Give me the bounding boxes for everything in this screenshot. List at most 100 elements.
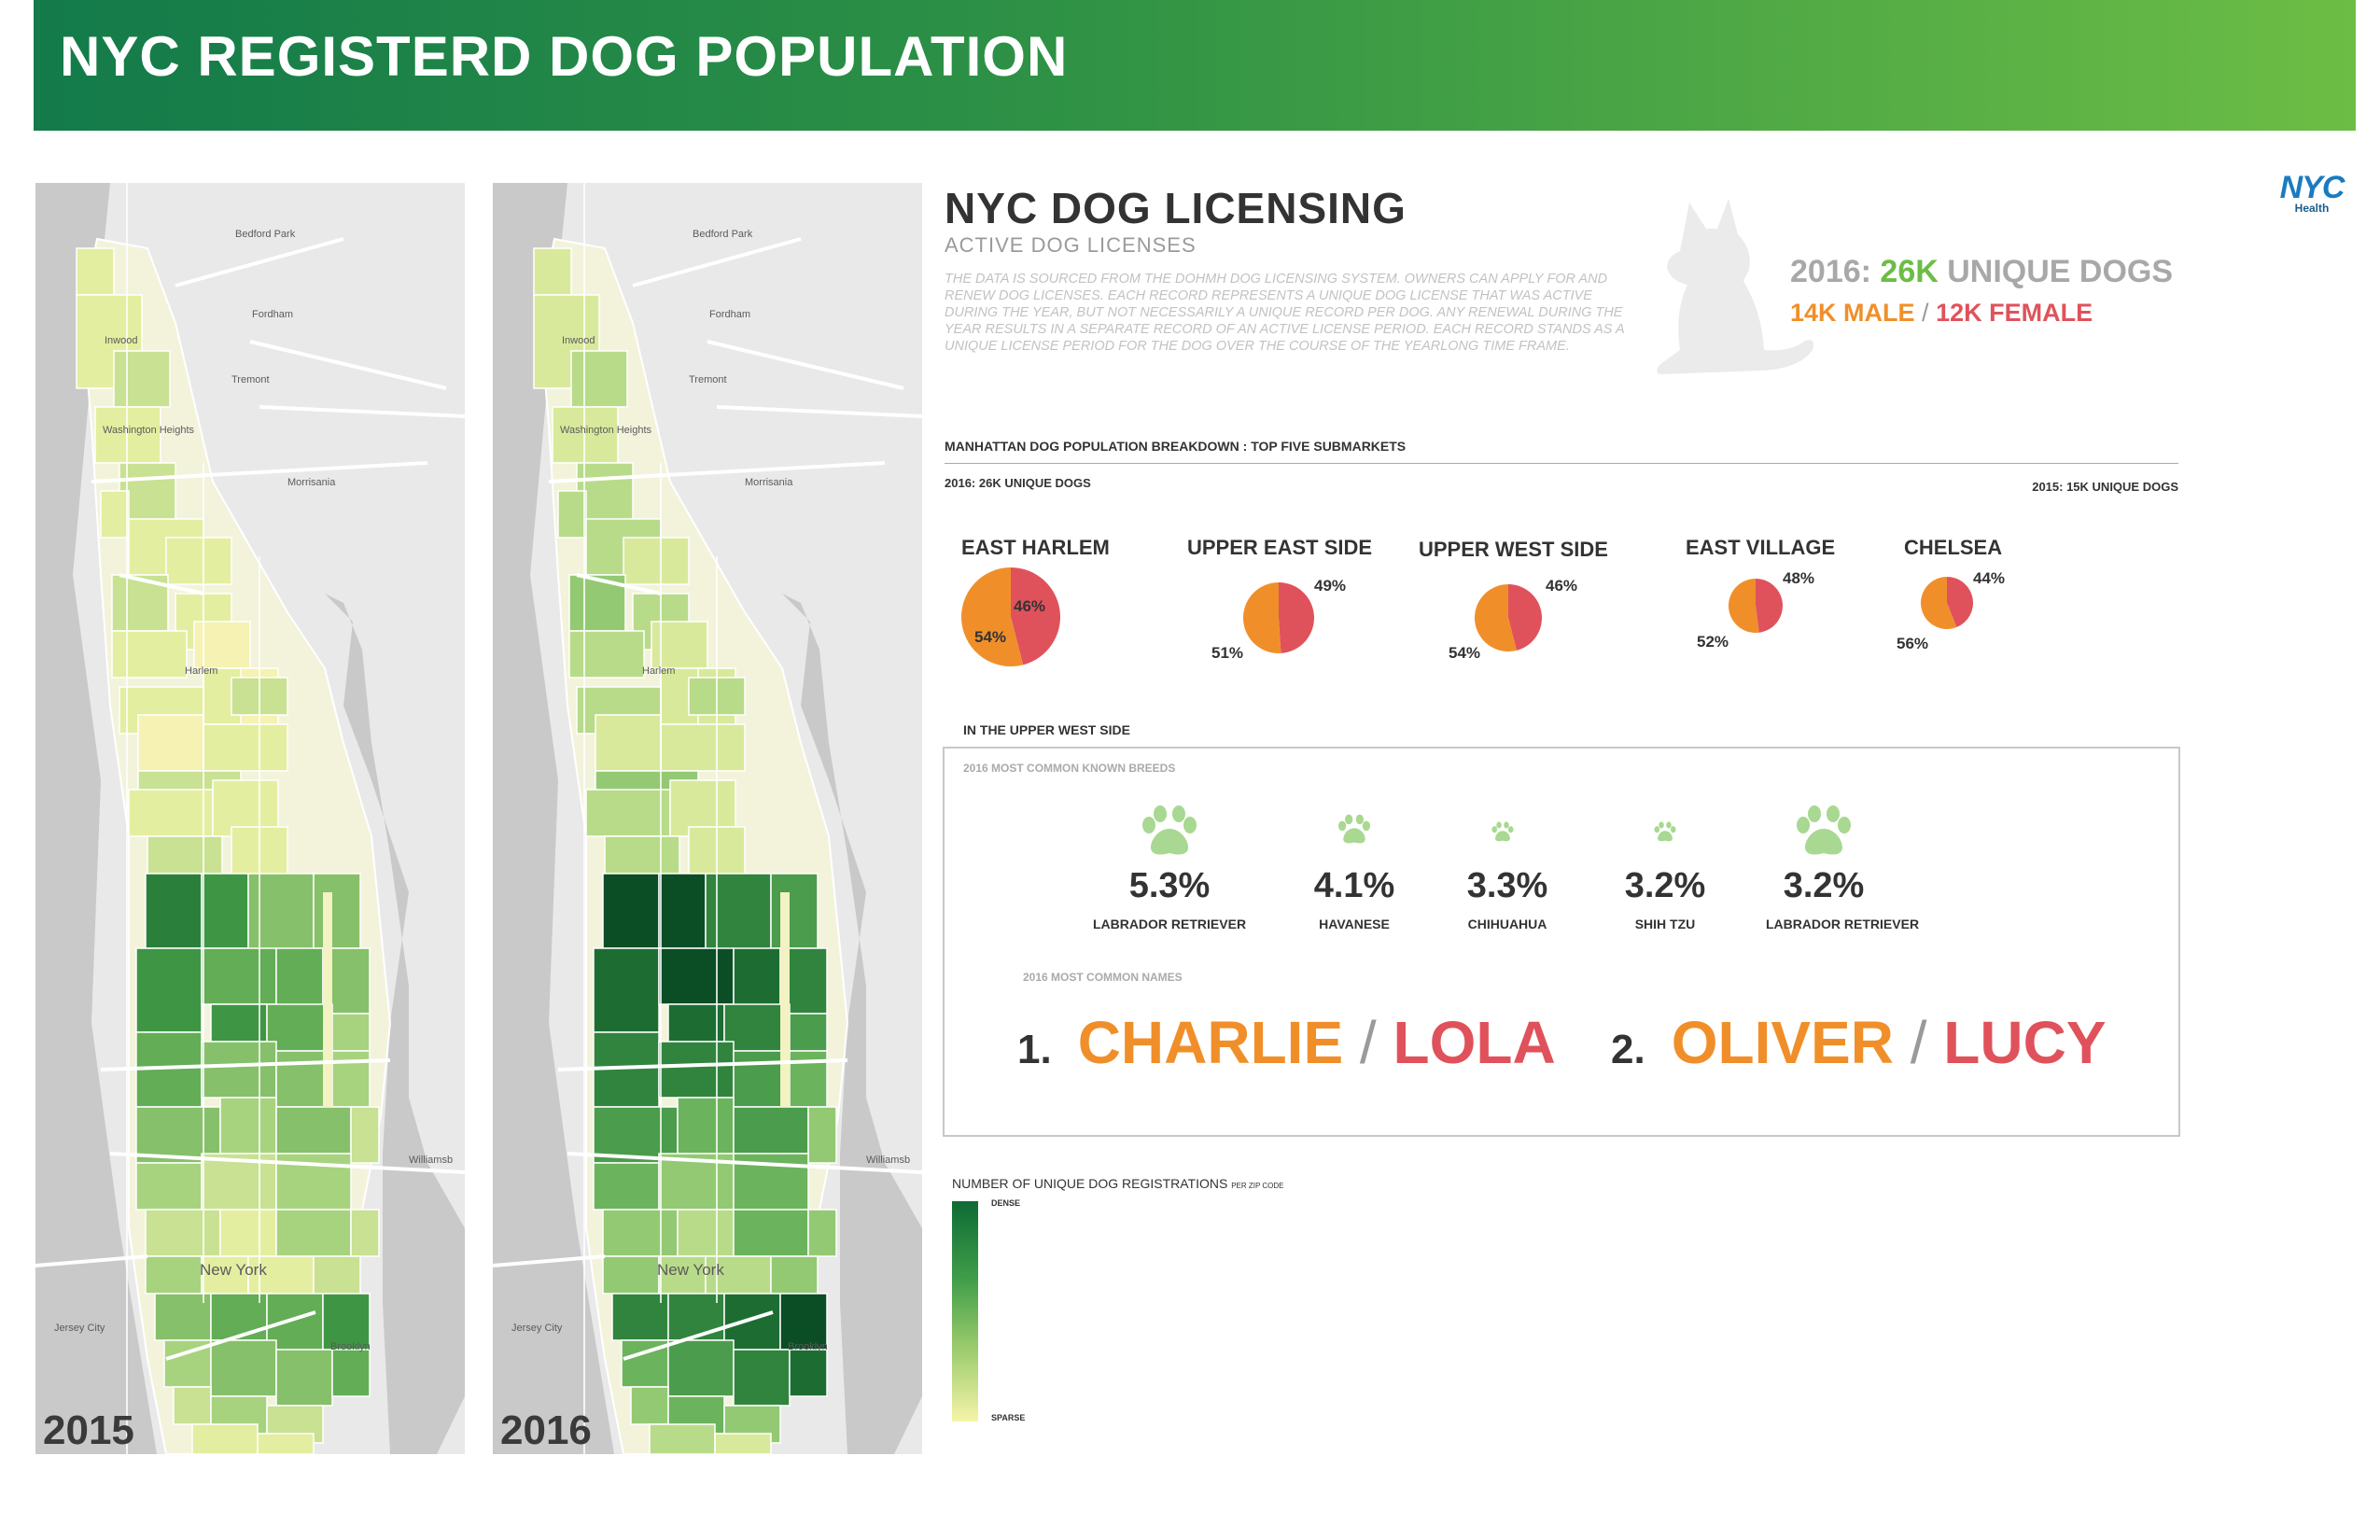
pie-title: UPPER EAST SIDE <box>1187 536 1373 559</box>
breed-name: CHIHUAHUA <box>1467 917 1547 931</box>
paw-toe <box>1838 817 1851 833</box>
road <box>259 405 465 418</box>
breed-percentage: 3.3% <box>1466 866 1548 905</box>
road <box>576 573 662 595</box>
paw-toe <box>1504 821 1509 829</box>
zip-zone <box>191 1423 259 1454</box>
pie-title: EAST VILLAGE <box>1686 536 1836 559</box>
map-place-label: Williamsb <box>866 1155 910 1166</box>
licensing-description: THE DATA IS SOURCED FROM THE DOHMH DOG L… <box>945 272 1625 354</box>
stat-count: 26K <box>1880 254 1939 289</box>
roosevelt-island <box>323 892 332 1107</box>
zip-zone <box>275 1349 333 1407</box>
pie-slice-female <box>1011 567 1060 665</box>
road <box>119 573 204 595</box>
pie-east-village <box>1729 579 1783 633</box>
unique-dogs-stat: 2016: 26K UNIQUE DOGS <box>1790 254 2173 290</box>
paw-pad <box>1343 828 1365 844</box>
pie-male-label: 54% <box>1449 644 1481 662</box>
zip-zone <box>667 1339 735 1397</box>
paw-toe <box>1507 826 1514 833</box>
zip-zone <box>100 490 130 539</box>
legend-title: NUMBER OF UNIQUE DOG REGISTRATIONS PER Z… <box>952 1176 1284 1191</box>
map-place-label: Williamsb <box>409 1155 453 1166</box>
pie-male-label: 56% <box>1897 635 1929 652</box>
paw-toe <box>1654 826 1660 833</box>
pie-title: UPPER WEST SIDE <box>1419 538 1608 561</box>
map-place-label: Washington Heights <box>103 425 195 436</box>
map-place-label: Jersey City <box>54 1323 105 1334</box>
road <box>548 461 886 483</box>
nyc-health-logo: NYC Health <box>2270 172 2354 215</box>
roosevelt-island <box>780 892 790 1107</box>
zip-zone <box>350 1106 380 1164</box>
logo-word: NYC <box>2279 170 2345 205</box>
name-pair-2: 2. OLIVER / LUCY <box>1611 1008 2107 1077</box>
names-heading: 2016 MOST COMMON NAMES <box>1023 971 1183 984</box>
page-title: NYC REGISTERD DOG POPULATION <box>60 25 1069 88</box>
name-rank: 1. <box>1017 1027 1052 1072</box>
paw-toe <box>1362 820 1370 832</box>
zip-zone <box>658 1041 735 1099</box>
road <box>109 1152 465 1174</box>
zip-zone <box>658 873 707 949</box>
pie-male-label: 54% <box>974 628 1007 646</box>
zip-zone <box>201 1041 277 1099</box>
paw-toe <box>1491 826 1498 833</box>
male-name: CHARLIE <box>1077 1009 1344 1076</box>
road <box>91 461 428 483</box>
zip-zone <box>807 1209 837 1257</box>
map-place-label: Morrisania <box>287 477 336 488</box>
zip-zone <box>173 1386 212 1425</box>
paw-toe <box>1808 805 1821 822</box>
hudson-river <box>493 183 614 1454</box>
logo-sub: Health <box>2294 202 2330 215</box>
map-2015[interactable]: Bedford Park Inwood Fordham Tremont Washingt… <box>35 183 465 1454</box>
map-place-label: Jersey City <box>511 1323 563 1334</box>
zip-zone <box>533 247 572 296</box>
zip-zone <box>667 1003 725 1043</box>
map-place-label: Fordham <box>252 309 293 320</box>
map-place-label: Bedford Park <box>235 229 296 240</box>
paw-toe <box>1827 805 1840 822</box>
zip-zone <box>557 490 587 539</box>
zip-zone <box>247 873 315 959</box>
road <box>35 1254 148 1267</box>
header-banner: NYC REGISTERD DOG POPULATION <box>34 0 2356 131</box>
paw-pad <box>1151 829 1188 855</box>
zip-zone <box>145 873 203 949</box>
paw-toe <box>1659 821 1664 829</box>
paw-toe <box>1338 820 1347 832</box>
zip-zone <box>595 714 662 772</box>
map-place-label: Tremont <box>689 374 727 385</box>
legend-dense-label: DENSE <box>991 1198 1021 1208</box>
zip-zone <box>203 723 288 772</box>
zip-zone <box>201 873 249 949</box>
paw-toe <box>1172 805 1185 822</box>
breed-name: LABRADOR RETRIEVER <box>1765 917 1920 931</box>
zip-zone <box>623 537 690 585</box>
manhattan-map-2015: Bedford Park Inwood Fordham Tremont Washingt… <box>35 183 465 1454</box>
map-place-label: Tremont <box>231 374 270 385</box>
map-2016[interactable]: Bedford Park Inwood Fordham Tremont Washingt… <box>493 183 922 1454</box>
zip-zone <box>266 1293 324 1351</box>
zip-zone <box>602 873 660 949</box>
zip-zone <box>658 1255 707 1295</box>
road <box>249 340 447 390</box>
pie-female-label: 49% <box>1314 577 1347 595</box>
zip-zone <box>677 1097 735 1155</box>
pie-female-label: 48% <box>1783 569 1815 587</box>
pie-female-label: 46% <box>1014 597 1046 615</box>
zip-zone <box>313 873 361 949</box>
zip-zone <box>602 1255 660 1295</box>
map-year-label: 2016 <box>500 1407 592 1453</box>
pie-male-label: 51% <box>1211 644 1244 662</box>
paw-icon <box>1654 821 1676 842</box>
breakdown-2016-label: 2016: 26K UNIQUE DOGS <box>945 476 1091 490</box>
dog-silhouette-icon <box>1657 199 1813 374</box>
male-count: 14K MALE <box>1790 299 1915 327</box>
zip-zone <box>604 835 680 875</box>
paw-icon <box>1142 805 1197 855</box>
zip-zone <box>331 1013 371 1052</box>
zip-zone <box>137 714 204 772</box>
